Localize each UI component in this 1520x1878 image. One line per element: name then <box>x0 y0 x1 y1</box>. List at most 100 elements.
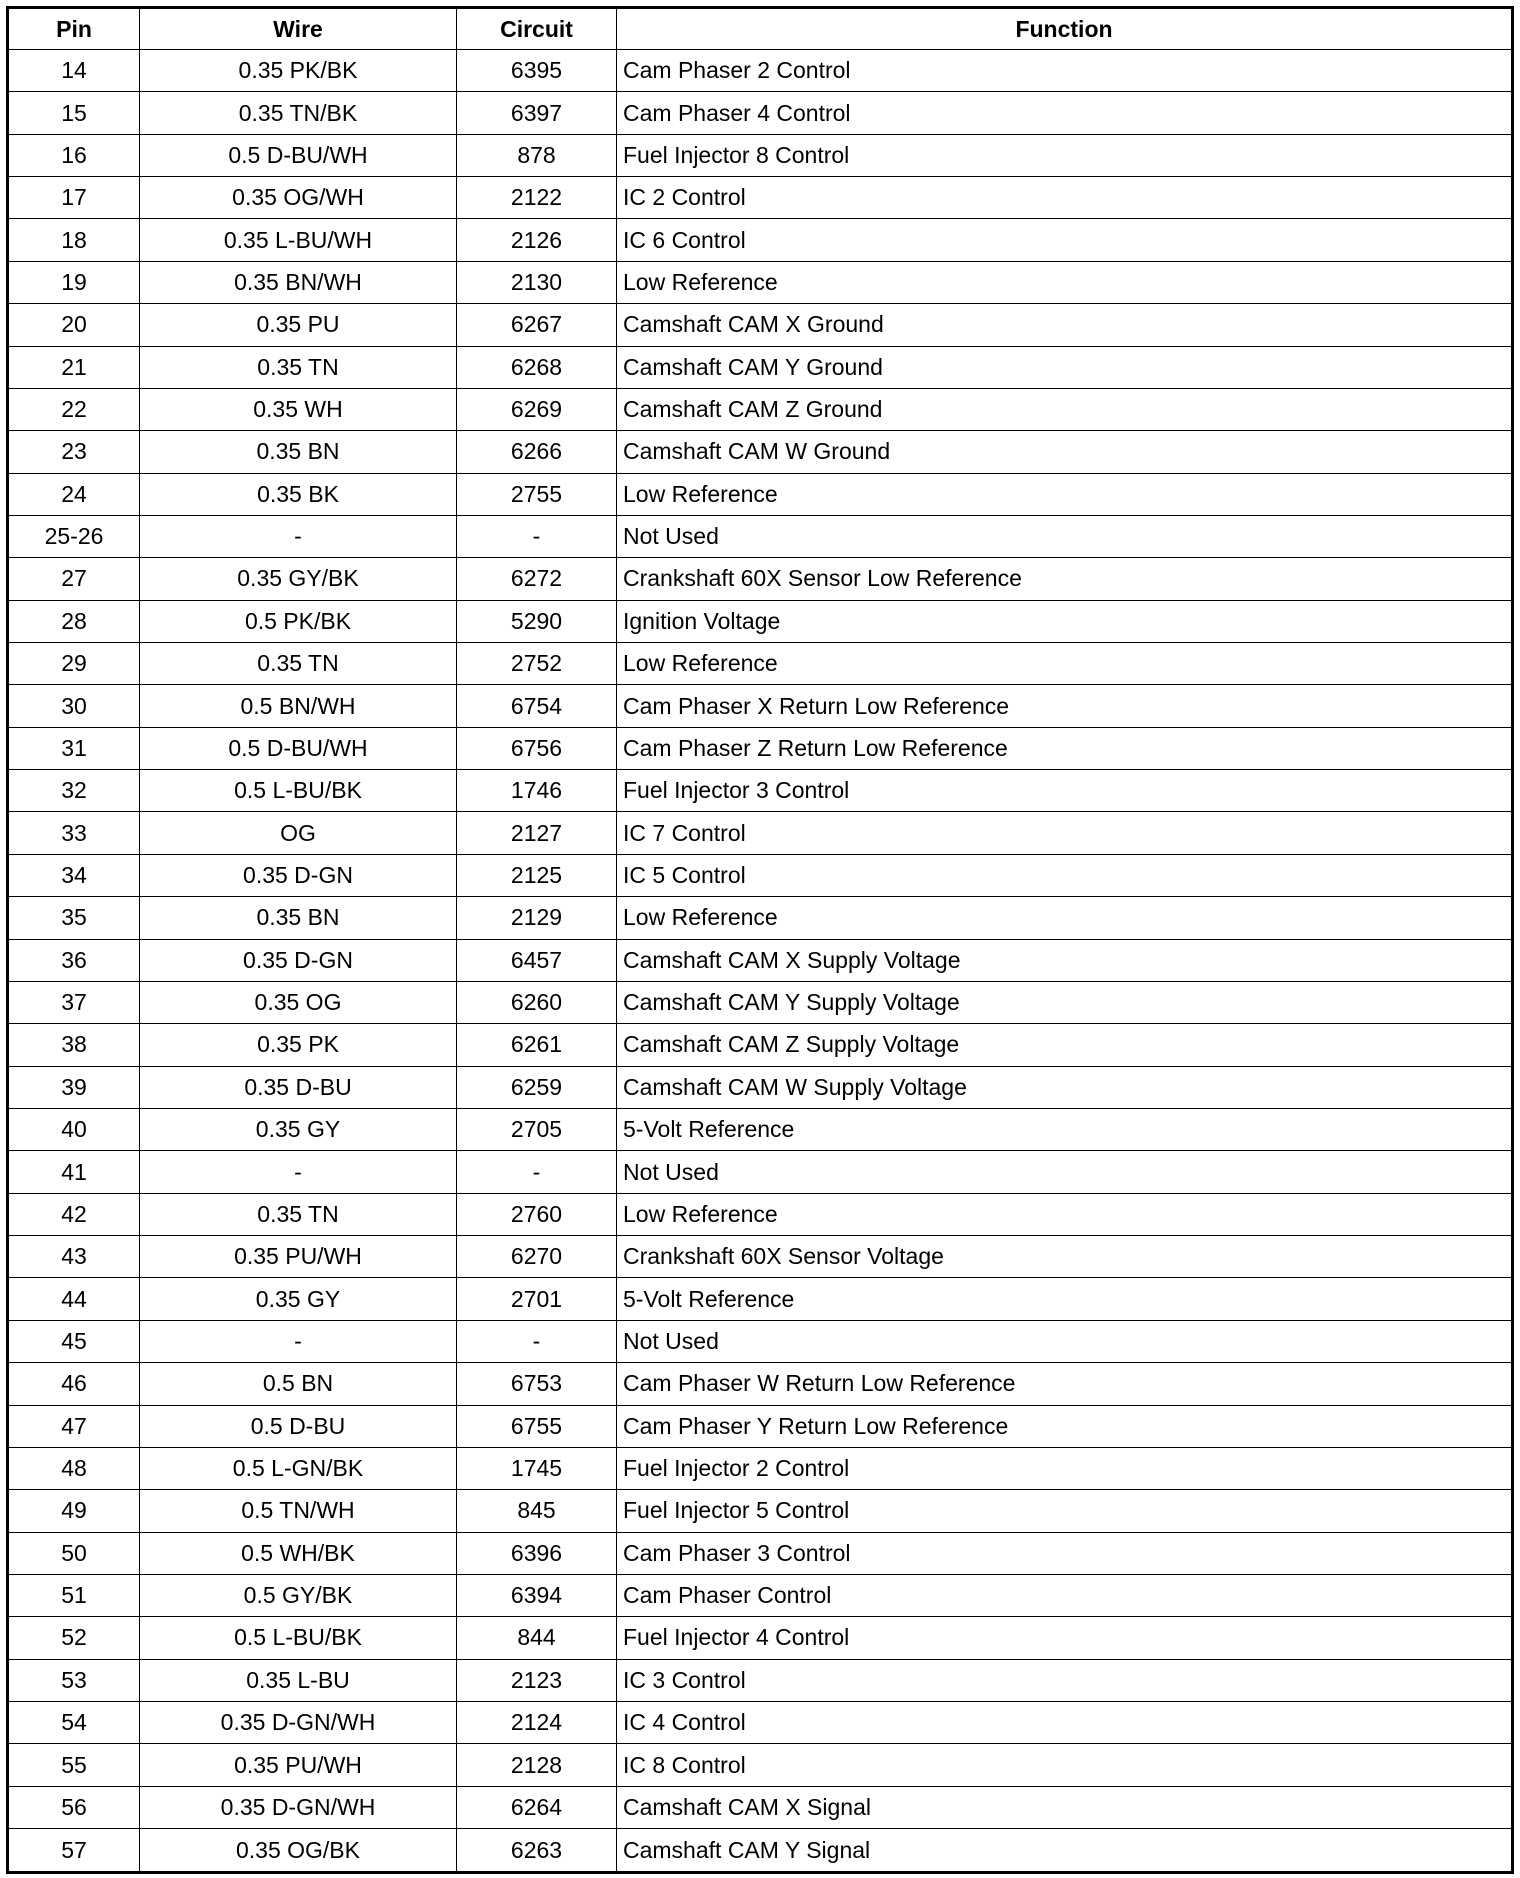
pin-cell: 17 <box>7 176 140 220</box>
circuit-cell: 2125 <box>456 853 617 898</box>
table-row: 47 0.5 D-BU 6755 Cam Phaser Y Return Low Re… <box>7 1404 1513 1448</box>
wire-cell: 0.35 GY/BK <box>139 557 457 601</box>
function-cell: Cam Phaser W Return Low Reference <box>616 1362 1513 1406</box>
function-cell: Camshaft CAM Y Signal <box>616 1828 1513 1873</box>
function-cell: Fuel Injector 8 Control <box>616 133 1513 178</box>
function-cell: Fuel Injector 3 Control <box>616 769 1513 813</box>
pin-cell: 31 <box>7 726 140 771</box>
pin-cell: 41 <box>7 1150 140 1194</box>
pin-cell: 42 <box>7 1192 140 1237</box>
wire-cell: 0.35 L-BU <box>139 1658 457 1703</box>
circuit-cell: 2126 <box>456 218 617 262</box>
pin-cell: 21 <box>7 345 140 389</box>
wire-cell: 0.35 GY <box>139 1107 457 1152</box>
pin-cell: 20 <box>7 303 140 347</box>
wire-cell: 0.35 D-GN <box>139 853 457 898</box>
wire-cell: 0.5 D-BU <box>139 1404 457 1448</box>
header-wire: Wire <box>139 7 457 50</box>
pin-cell: 37 <box>7 980 140 1025</box>
wire-cell: 0.5 GY/BK <box>139 1573 457 1618</box>
pin-cell: 28 <box>7 599 140 644</box>
pin-cell: 50 <box>7 1531 140 1575</box>
table-row: 17 0.35 OG/WH 2122 IC 2 Control <box>7 176 1513 220</box>
table-row: 15 0.35 TN/BK 6397 Cam Phaser 4 Control <box>7 91 1513 135</box>
function-cell: Low Reference <box>616 260 1513 305</box>
header-row: Pin Wire Circuit Function <box>7 7 1513 50</box>
table-row: 18 0.35 L-BU/WH 2126 IC 6 Control <box>7 218 1513 262</box>
wire-cell: 0.35 PU/WH <box>139 1743 457 1787</box>
function-cell: Camshaft CAM X Ground <box>616 303 1513 347</box>
circuit-cell: 878 <box>456 133 617 178</box>
pin-cell: 44 <box>7 1277 140 1321</box>
wire-cell: 0.35 PK/BK <box>139 48 457 93</box>
table-row: 57 0.35 OG/BK 6263 Camshaft CAM Y Signal <box>7 1828 1513 1873</box>
wire-cell: 0.5 L-BU/BK <box>139 769 457 813</box>
table-row: 14 0.35 PK/BK 6395 Cam Phaser 2 Control <box>7 48 1513 93</box>
function-cell: Not Used <box>616 1319 1513 1364</box>
function-cell: Fuel Injector 2 Control <box>616 1446 1513 1491</box>
wire-cell: 0.35 OG <box>139 980 457 1025</box>
pin-cell: 22 <box>7 387 140 432</box>
function-cell: IC 7 Control <box>616 811 1513 855</box>
function-cell: 5-Volt Reference <box>616 1277 1513 1321</box>
circuit-cell: 844 <box>456 1616 617 1660</box>
circuit-cell: 2755 <box>456 472 617 516</box>
pin-cell: 53 <box>7 1658 140 1703</box>
table-row: 45- - Not Used <box>7 1319 1513 1364</box>
pin-cell: 47 <box>7 1404 140 1448</box>
wire-cell: 0.35 BK <box>139 472 457 516</box>
circuit-cell: - <box>456 514 617 559</box>
function-cell: Crankshaft 60X Sensor Low Reference <box>616 557 1513 601</box>
pin-cell: 16 <box>7 133 140 178</box>
circuit-cell: 2701 <box>456 1277 617 1321</box>
wire-cell: 0.35 PU/WH <box>139 1235 457 1279</box>
wire-cell: 0.5 D-BU/WH <box>139 133 457 178</box>
wire-cell: 0.35 D-GN/WH <box>139 1785 457 1830</box>
pin-cell: 57 <box>7 1828 140 1873</box>
function-cell: IC 4 Control <box>616 1701 1513 1745</box>
function-cell: Camshaft CAM Z Ground <box>616 387 1513 432</box>
circuit-cell: 6269 <box>456 387 617 432</box>
pin-cell: 33 <box>7 811 140 855</box>
table-row: 56 0.35 D-GN/WH 6264 Camshaft CAM X Signal <box>7 1785 1513 1830</box>
pin-cell: 39 <box>7 1065 140 1109</box>
wire-cell: 0.35 TN <box>139 642 457 686</box>
table-row: 27 0.35 GY/BK 6272 Crankshaft 60X Sensor Lo… <box>7 557 1513 601</box>
header-pin: Pin <box>7 7 140 50</box>
circuit-cell: 2124 <box>456 1701 617 1745</box>
table-row: 23 0.35 BN 6266 Camshaft CAM W Ground <box>7 430 1513 474</box>
function-cell: Fuel Injector 5 Control <box>616 1489 1513 1533</box>
table-row: 20 0.35 PU 6267 Camshaft CAM X Ground <box>7 303 1513 347</box>
function-cell: Cam Phaser Control <box>616 1573 1513 1618</box>
pin-cell: 15 <box>7 91 140 135</box>
wire-cell: 0.35 D-GN <box>139 938 457 982</box>
pin-cell: 14 <box>7 48 140 93</box>
circuit-cell: 6753 <box>456 1362 617 1406</box>
table-row: 35 0.35 BN 2129 Low Reference <box>7 896 1513 940</box>
function-cell: Camshaft CAM Y Ground <box>616 345 1513 389</box>
circuit-cell: 1745 <box>456 1446 617 1491</box>
function-cell: Camshaft CAM Z Supply Voltage <box>616 1023 1513 1067</box>
wire-cell: 0.5 L-BU/BK <box>139 1616 457 1660</box>
wire-cell: 0.5 L-GN/BK <box>139 1446 457 1491</box>
wire-cell: 0.5 D-BU/WH <box>139 726 457 771</box>
circuit-cell: 6260 <box>456 980 617 1025</box>
function-cell: IC 5 Control <box>616 853 1513 898</box>
table-row: 49 0.5 TN/WH 845 Fuel Injector 5 Control <box>7 1489 1513 1533</box>
wire-cell: 0.5 BN <box>139 1362 457 1406</box>
wire-cell: 0.35 BN <box>139 430 457 474</box>
function-cell: Low Reference <box>616 642 1513 686</box>
pin-cell: 40 <box>7 1107 140 1152</box>
table-row: 32 0.5 L-BU/BK 1746 Fuel Injector 3 Control <box>7 769 1513 813</box>
function-cell: Camshaft CAM Y Supply Voltage <box>616 980 1513 1025</box>
pin-cell: 23 <box>7 430 140 474</box>
circuit-cell: 2130 <box>456 260 617 305</box>
function-cell: Crankshaft 60X Sensor Voltage <box>616 1235 1513 1279</box>
pin-cell: 32 <box>7 769 140 813</box>
pinout-table: Pin Wire Circuit Function 14 0.35 PK/BK 63… <box>6 6 1514 1874</box>
header-function: Function <box>616 7 1513 50</box>
wire-cell: 0.35 PU <box>139 303 457 347</box>
table-row: 51 0.5 GY/BK 6394 Cam Phaser Control <box>7 1573 1513 1618</box>
pin-cell: 29 <box>7 642 140 686</box>
pin-cell: 46 <box>7 1362 140 1406</box>
